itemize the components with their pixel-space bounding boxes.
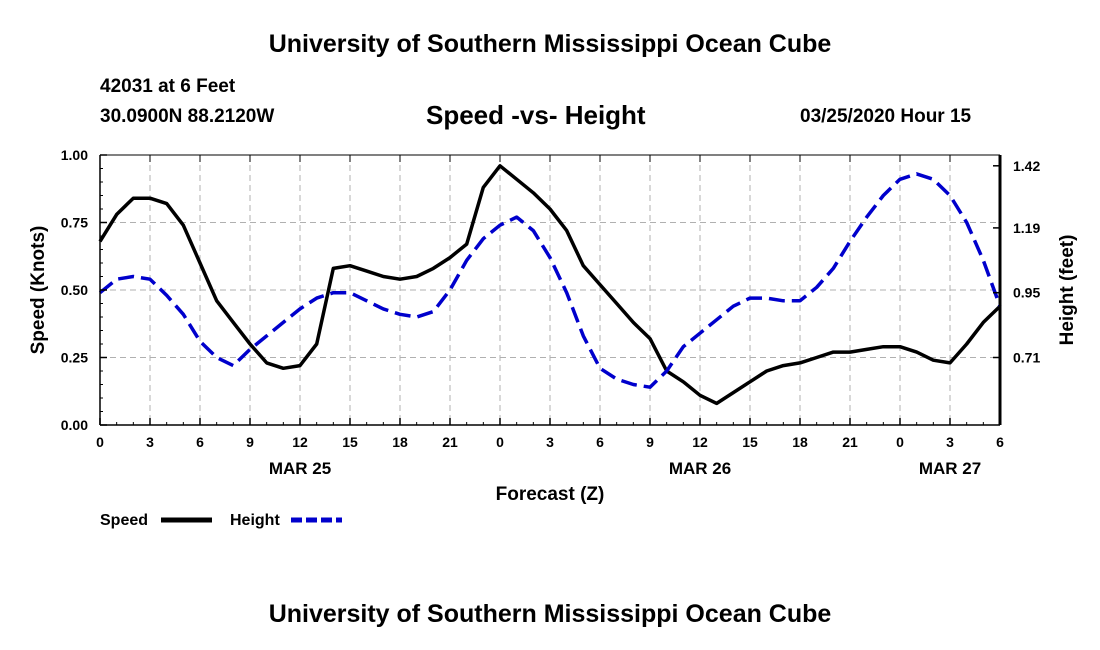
x-tick-label: 0 (96, 434, 104, 450)
x-tick-label: 21 (842, 434, 858, 450)
forecast-datetime: 03/25/2020 Hour 15 (800, 106, 972, 127)
x-tick-label: 12 (692, 434, 708, 450)
chart-title: University of Southern Mississippi Ocean… (268, 30, 832, 58)
y2-axis-title: Height (feet) (1057, 235, 1078, 346)
y-tick-label: 0.75 (61, 215, 88, 231)
x-tick-label: 12 (292, 434, 308, 450)
legend-label-height: Height (230, 512, 280, 529)
x-tick-label: 18 (392, 434, 408, 450)
y-axis-title: Speed (Knots) (28, 226, 49, 355)
x-tick-label: 18 (792, 434, 808, 450)
y-tick-label: 0.50 (61, 282, 88, 298)
station-coordinates: 30.0900N 88.2120W (100, 106, 275, 127)
y2-tick-label: 1.42 (1013, 158, 1040, 174)
x-tick-label: 15 (342, 434, 358, 450)
y-tick-label: 0.25 (61, 350, 88, 366)
x-tick-label: 3 (946, 434, 954, 450)
x-date-label: MAR 27 (919, 459, 981, 478)
x-axis-title: Forecast (Z) (496, 484, 605, 505)
grid (100, 155, 1000, 425)
axis-labels: 0 3 6 9 12 15 18 21 0 3 6 9 12 15 18 21 0 3 6 MAR 25 MAR 26 M… (28, 147, 1078, 505)
x-tick-label: 9 (646, 434, 654, 450)
y-tick-label: 0.00 (61, 417, 88, 433)
x-tick-label: 3 (146, 434, 154, 450)
axes (99, 154, 1002, 426)
x-tick-label: 6 (196, 434, 204, 450)
y-tick-label: 1.00 (61, 147, 88, 163)
x-tick-label: 0 (496, 434, 504, 450)
x-tick-label: 15 (742, 434, 758, 450)
x-tick-label: 21 (442, 434, 458, 450)
x-tick-label: 0 (896, 434, 904, 450)
y2-tick-label: 0.71 (1013, 350, 1040, 366)
legend-label-speed: Speed (100, 512, 148, 529)
footer-title: University of Southern Mississippi Ocean… (268, 600, 832, 628)
legend: Speed Height (100, 512, 342, 529)
x-tick-label: 6 (996, 434, 1004, 450)
series-line-height (98, 172, 1002, 389)
y2-tick-label: 0.95 (1013, 285, 1040, 301)
chart-subtitle: Speed -vs- Height (426, 100, 646, 130)
x-tick-label: 6 (596, 434, 604, 450)
station-label: 42031 at 6 Feet (100, 76, 236, 97)
series-line-speed (98, 164, 1002, 406)
y2-tick-label: 1.19 (1013, 220, 1040, 236)
x-tick-label: 9 (246, 434, 254, 450)
x-tick-label: 3 (546, 434, 554, 450)
series-lines (98, 164, 1002, 406)
x-date-label: MAR 25 (269, 459, 331, 478)
x-date-label: MAR 26 (669, 459, 731, 478)
